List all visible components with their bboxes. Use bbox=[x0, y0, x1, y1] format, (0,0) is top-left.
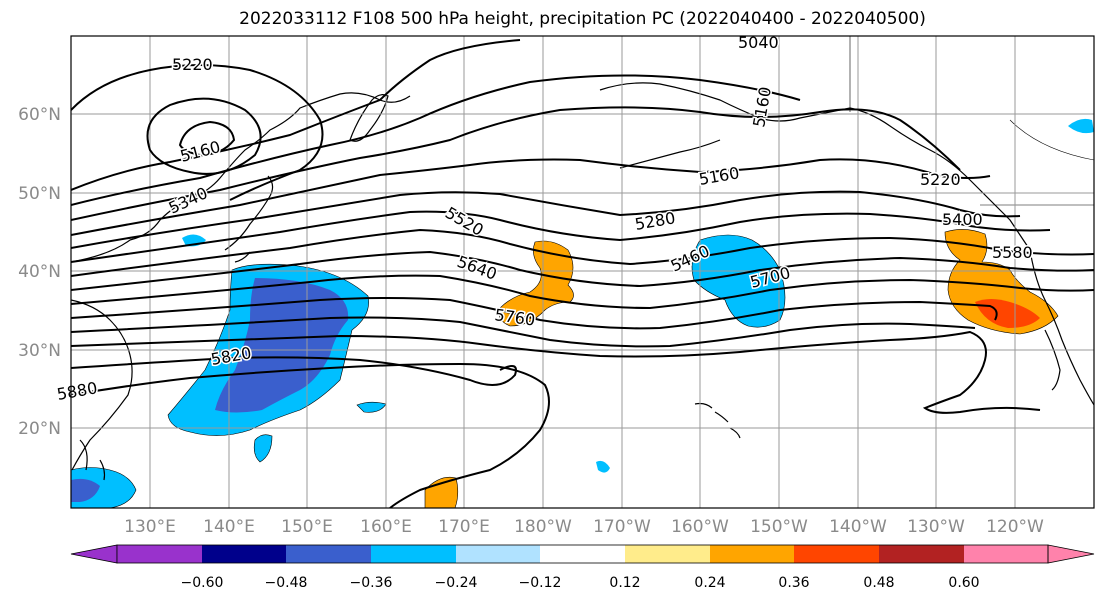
lat-tick-label: 20°N bbox=[18, 419, 61, 439]
contour-5820 bbox=[71, 356, 517, 386]
map-frame bbox=[70, 35, 1095, 509]
contour-5220-low bbox=[146, 97, 262, 175]
colorbar: −0.60 −0.48 −0.36 −0.24 −0.12 0.12 0.24 … bbox=[70, 544, 1095, 591]
aleutians bbox=[619, 139, 721, 169]
neg-anomaly-small-2 bbox=[253, 434, 273, 463]
colorbar-bin bbox=[710, 545, 794, 563]
colorbar-tick-label: −0.12 bbox=[519, 575, 562, 591]
contour-5460 bbox=[71, 228, 1094, 277]
colorbar-tick-label: 0.24 bbox=[694, 575, 725, 591]
lon-tick-label: 120°W bbox=[986, 517, 1044, 537]
contour-5640 bbox=[71, 297, 998, 330]
contour-label: 5580 bbox=[992, 243, 1033, 262]
philippines bbox=[79, 439, 106, 481]
precip-shading bbox=[71, 118, 1094, 508]
colorbar-bin bbox=[794, 545, 879, 563]
contour-5880 bbox=[71, 362, 550, 508]
neg-anomaly-canada bbox=[1068, 118, 1094, 134]
colorbar-tick-label: −0.60 bbox=[181, 575, 224, 591]
lon-tick-label: 160°E bbox=[360, 517, 412, 537]
lat-tick-label: 40°N bbox=[18, 262, 61, 282]
contour-b bbox=[71, 74, 801, 206]
colorbar-tick-label: −0.48 bbox=[265, 575, 308, 591]
colorbar-bin bbox=[371, 545, 456, 563]
colorbar-bin bbox=[456, 545, 540, 563]
neg-anomaly-ne-pacific bbox=[691, 234, 786, 328]
baja bbox=[1044, 329, 1061, 391]
colorbar-ticks: −0.60 −0.48 −0.36 −0.24 −0.12 0.12 0.24 … bbox=[181, 575, 980, 591]
lon-tick-label: 130°W bbox=[907, 517, 965, 537]
contour-label: 5220 bbox=[172, 55, 213, 74]
colorbar-tick-label: 0.12 bbox=[609, 575, 640, 591]
lon-tick-label: 180°W bbox=[514, 517, 572, 537]
china-coast bbox=[71, 299, 133, 471]
contour-5700 bbox=[71, 316, 976, 348]
contour-c bbox=[71, 106, 961, 221]
colorbar-bin bbox=[286, 545, 371, 563]
colorbar-bin bbox=[879, 545, 964, 563]
lon-tick-label: 160°W bbox=[671, 517, 729, 537]
contour-5520 bbox=[71, 250, 1094, 291]
pos-anomaly-west-coast bbox=[944, 229, 1059, 335]
colorbar-tick-label: 0.36 bbox=[778, 575, 809, 591]
lon-tick-label: 150°W bbox=[750, 517, 808, 537]
contour-5160-low bbox=[178, 120, 236, 157]
lon-tick-label: 170°E bbox=[438, 517, 490, 537]
lat-tick-label: 30°N bbox=[18, 341, 61, 361]
contour-label: 5040 bbox=[738, 33, 779, 52]
contour-5280 bbox=[71, 190, 1021, 249]
na-west-coast bbox=[1029, 249, 1094, 406]
lon-tick-label: 170°W bbox=[593, 517, 651, 537]
colorbar-bin bbox=[964, 545, 1048, 563]
contour-5760 bbox=[71, 330, 1041, 414]
lat-tick-label: 60°N bbox=[18, 105, 61, 125]
lon-tick-label: 140°E bbox=[203, 517, 255, 537]
neg-anomaly-core bbox=[215, 278, 349, 413]
contour-5160 bbox=[71, 158, 991, 236]
pos-anomaly-dateline bbox=[498, 240, 574, 327]
colorbar-extend-low bbox=[70, 544, 118, 564]
colorbar-extend-high bbox=[1047, 544, 1095, 564]
neg-anomaly-hawaii bbox=[596, 460, 610, 473]
colorbar-tick-label: 0.48 bbox=[863, 575, 894, 591]
colorbar-bin bbox=[540, 545, 625, 563]
map-panel bbox=[71, 36, 1094, 508]
lon-tick-label: 140°W bbox=[829, 517, 887, 537]
colorbar-bin bbox=[202, 545, 286, 563]
neg-anomaly-south-china-core bbox=[71, 478, 100, 502]
lat-axis: 60°N 50°N 40°N 30°N 20°N bbox=[18, 105, 61, 439]
hawaii-islands bbox=[694, 402, 741, 439]
colorbar-bin bbox=[625, 545, 710, 563]
contour-5400 bbox=[71, 210, 1051, 263]
height-contours bbox=[71, 39, 1094, 508]
contour-5580 bbox=[71, 274, 1094, 310]
colorbar-tick-label: −0.36 bbox=[350, 575, 393, 591]
borders bbox=[849, 36, 1094, 206]
lon-axis: 130°E 140°E 150°E 160°E 170°E 180°W 170°… bbox=[124, 517, 1044, 537]
contour-label: 5220 bbox=[920, 170, 961, 189]
lon-tick-label: 150°E bbox=[281, 517, 333, 537]
lon-tick-label: 130°E bbox=[124, 517, 176, 537]
colorbar-tick-label: 0.60 bbox=[948, 575, 979, 591]
colorbar-tick-label: −0.24 bbox=[435, 575, 478, 591]
contour-label: 5400 bbox=[942, 210, 983, 229]
colorbar-bin bbox=[117, 545, 202, 563]
chart-title: 2022033112 F108 500 hPa height, precipit… bbox=[239, 9, 926, 29]
lat-tick-label: 50°N bbox=[18, 184, 61, 204]
contour-a bbox=[71, 39, 521, 191]
